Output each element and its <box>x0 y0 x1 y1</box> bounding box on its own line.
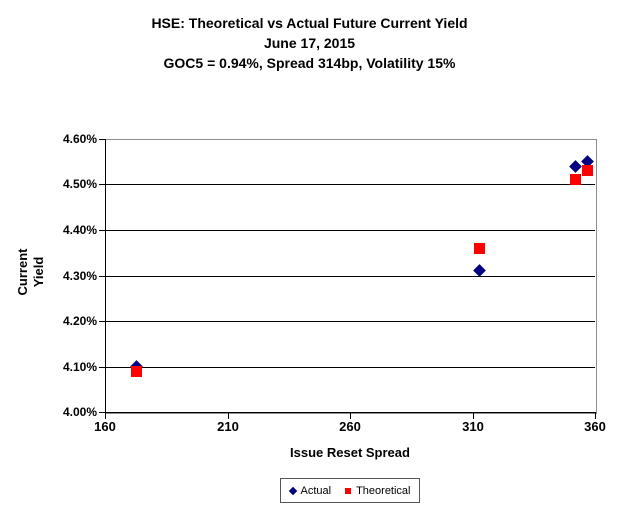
legend-entry-theoretical: Theoretical <box>345 484 411 497</box>
gridline-y-4.40% <box>106 230 595 231</box>
x-tick-label: 210 <box>217 419 239 434</box>
x-tick-label: 310 <box>462 419 484 434</box>
chart-title-line1: HSE: Theoretical vs Actual Future Curren… <box>151 15 468 31</box>
gridline-y-4.10% <box>106 367 595 368</box>
legend-label-actual: Actual <box>300 484 332 497</box>
data-point-theoretical <box>569 174 581 186</box>
data-point-theoretical <box>474 242 486 254</box>
chart-title-line2: June 17, 2015 <box>263 35 356 51</box>
x-tick-label: 360 <box>584 419 606 434</box>
data-point-theoretical <box>582 165 594 177</box>
y-tick-mark <box>99 367 105 368</box>
y-tick-label: 4.50% <box>62 177 97 191</box>
y-tick-mark <box>99 276 105 277</box>
y-tick-mark <box>99 412 105 413</box>
chart-title-block: HSE: Theoretical vs Actual Future Curren… <box>0 13 619 73</box>
legend-entry-actual: Actual <box>288 484 332 497</box>
x-axis-title: Issue Reset Spread <box>290 445 410 460</box>
x-tick-mark <box>105 413 106 419</box>
gridline-y-4.20% <box>106 321 595 322</box>
legend: Actual Theoretical <box>280 478 420 503</box>
theoretical-square-icon <box>345 487 352 494</box>
y-tick-label: 4.60% <box>62 132 97 146</box>
y-tick-label: 4.40% <box>62 223 97 237</box>
legend-label-theoretical: Theoretical <box>356 484 411 497</box>
y-tick-label: 4.30% <box>62 269 97 283</box>
y-tick-label: 4.10% <box>62 360 97 374</box>
data-point-theoretical <box>131 365 143 377</box>
y-tick-label: 4.20% <box>62 314 97 328</box>
y-tick-mark <box>99 230 105 231</box>
y-axis-title: Current Yield <box>15 248 46 296</box>
x-tick-mark <box>350 413 351 419</box>
x-tick-mark <box>473 413 474 419</box>
x-tick-mark <box>228 413 229 419</box>
chart-title-line3: GOC5 = 0.94%, Spread 314bp, Volatility 1… <box>163 55 456 71</box>
actual-diamond-icon <box>288 486 297 495</box>
y-tick-label: 4.00% <box>62 405 97 419</box>
y-tick-mark <box>99 321 105 322</box>
x-axis-line <box>105 412 596 413</box>
y-tick-mark <box>99 184 105 185</box>
x-tick-label: 260 <box>339 419 361 434</box>
gridline-y-4.30% <box>106 276 595 277</box>
y-tick-mark <box>99 139 105 140</box>
x-tick-label: 160 <box>94 419 116 434</box>
gridline-y-4.50% <box>106 184 595 185</box>
y-axis-line <box>105 139 106 413</box>
x-tick-mark <box>595 413 596 419</box>
